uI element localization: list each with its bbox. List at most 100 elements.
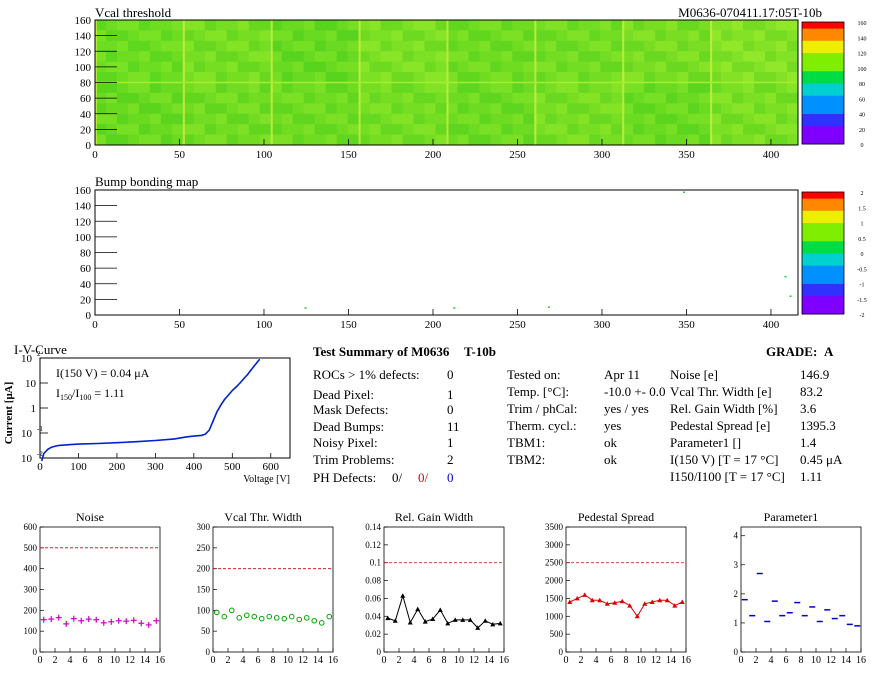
vcal-pixel-cell — [248, 72, 260, 83]
vcal-pixel-cell — [424, 72, 436, 83]
vcal-pixel-cell — [534, 51, 546, 62]
vcal-pixel-cell — [347, 82, 359, 93]
vcal-pixel-cell — [303, 92, 315, 104]
summary-right-value: 1.4 — [800, 435, 817, 450]
vcal-pixel-cell — [358, 92, 370, 104]
vcal-pixel-cell — [160, 103, 172, 114]
vcal-pixel-cell — [116, 61, 128, 73]
vcal-pixel-cell — [501, 124, 513, 135]
vcal-pixel-cell — [545, 72, 557, 83]
vcal-pixel-cell — [127, 72, 139, 83]
vcal-column-edge — [270, 82, 273, 145]
bump-color-cell — [802, 277, 844, 284]
iv-data-point — [50, 446, 53, 449]
vcal-pixel-cell — [644, 92, 656, 104]
vcal-pixel-cell — [149, 30, 161, 41]
vcal-color-cell — [802, 22, 844, 29]
vcal-color-cell — [802, 76, 844, 84]
roc-plot-frame — [212, 526, 334, 653]
roc-plot-y-tick-label: 200 — [197, 564, 211, 574]
roc-plot-y-tick-label: 0 — [206, 647, 211, 657]
vcal-pixel-cell — [259, 82, 271, 93]
vcal-threshold-heatmap: 0 50 100 150 200 250 300 350 4000204060801001201… — [75, 5, 867, 161]
vcal-pixel-cell — [765, 51, 777, 62]
vcal-pixel-cell — [655, 20, 667, 31]
vcal-pixel-cell — [237, 113, 249, 125]
bump-x-tick-label: 300 — [594, 319, 611, 331]
bump-z-tick-label: -1.5 — [857, 298, 867, 304]
vcal-pixel-cell — [116, 124, 128, 135]
vcal-pixel-cell — [688, 82, 700, 93]
vcal-pixel-cell — [402, 82, 414, 93]
vcal-pixel-cell — [457, 20, 469, 31]
vcal-pixel-cell — [776, 51, 788, 62]
vcal-pixel-cell — [149, 103, 161, 114]
vcal-pixel-cell — [138, 113, 150, 125]
vcal-pixel-cell — [336, 124, 348, 135]
vcal-pixel-cell — [347, 20, 359, 31]
vcal-pixel-cell — [699, 72, 711, 83]
iv-y-tick-label: 10 — [21, 428, 33, 440]
iv-data-point — [116, 441, 118, 444]
vcal-pixel-cell — [193, 113, 205, 125]
vcal-pixel-cell — [325, 72, 337, 83]
vcal-pixel-cell — [402, 61, 414, 73]
vcal-pixel-cell — [325, 124, 337, 135]
vcal-pixel-cell — [248, 51, 260, 62]
vcal-pixel-cell — [677, 92, 689, 104]
vcal-pixel-cell — [490, 72, 502, 83]
vcal-pixel-cell — [204, 103, 216, 114]
vcal-pixel-cell — [589, 82, 601, 93]
vcal-pixel-cell — [292, 40, 304, 52]
roc-plot-y-tick-label: 300 — [197, 522, 211, 532]
vcal-pixel-cell — [204, 124, 216, 135]
vcal-pixel-cell — [666, 134, 678, 145]
vcal-pixel-cell — [655, 51, 667, 62]
vcal-pixel-cell — [127, 103, 139, 114]
vcal-pixel-cell — [501, 134, 513, 145]
vcal-title: Vcal threshold — [95, 5, 172, 20]
vcal-pixel-cell — [589, 134, 601, 145]
bump-z-tick-label: -2 — [860, 313, 865, 319]
roc-plot-marker — [642, 601, 648, 606]
vcal-pixel-cell — [677, 30, 689, 41]
vcal-pixel-cell — [534, 103, 546, 114]
vcal-pixel-cell — [391, 103, 403, 114]
vcal-pixel-cell — [611, 61, 623, 73]
vcal-pixel-cell — [347, 30, 359, 41]
bump-x-tick-label: 200 — [425, 319, 442, 331]
vcal-pixel-cell — [391, 134, 403, 145]
vcal-pixel-cell — [369, 92, 381, 104]
vcal-pixel-cell — [732, 20, 744, 31]
vcal-pixel-cell — [732, 61, 744, 73]
vcal-pixel-cell — [776, 40, 788, 52]
vcal-color-cell — [802, 119, 844, 127]
vcal-pixel-cell — [325, 82, 337, 93]
bump-color-cell — [802, 222, 844, 230]
roc-plot-marker — [422, 619, 428, 624]
roc-plot-x-tick-label: 0 — [211, 655, 216, 666]
vcal-pixel-cell — [644, 61, 656, 73]
roc-plot-y-tick-label: 3 — [734, 560, 739, 570]
roc-plot-title: Vcal Thr. Width — [224, 510, 301, 524]
vcal-pixel-cell — [545, 40, 557, 52]
vcal-pixel-cell — [457, 124, 469, 135]
vcal-pixel-cell — [303, 40, 315, 52]
roc-plot-marker — [400, 593, 406, 598]
vcal-pixel-cell — [95, 103, 106, 114]
roc-plot-x-tick-label: 14 — [313, 655, 323, 666]
vcal-pixel-cell — [292, 82, 304, 93]
vcal-pixel-cell — [611, 20, 623, 31]
vcal-pixel-cell — [545, 113, 557, 125]
vcal-pixel-cell — [600, 30, 612, 41]
vcal-pixel-cell — [699, 40, 711, 52]
vcal-x-tick-label: 150 — [340, 149, 357, 161]
vcal-pixel-cell — [325, 40, 337, 52]
roc-plot-marker — [679, 599, 685, 604]
vcal-pixel-cell — [743, 82, 755, 93]
vcal-pixel-cell — [721, 92, 733, 104]
vcal-pixel-cell — [138, 134, 150, 145]
vcal-pixel-cell — [182, 20, 194, 31]
vcal-pixel-cell — [600, 92, 612, 104]
iv-y-tick-exponent: -1 — [37, 425, 43, 433]
